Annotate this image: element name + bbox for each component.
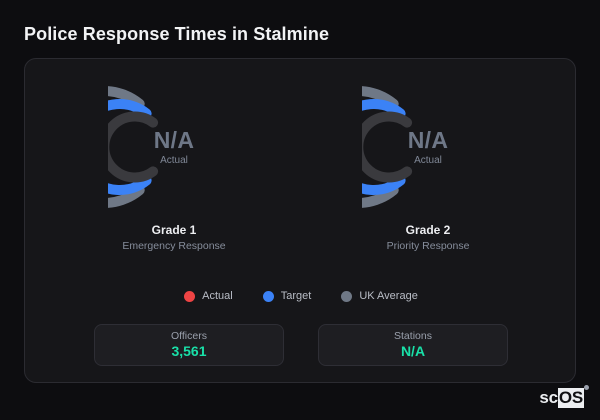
gauge-grade-2[interactable]: N/A Actual Grade 2 Priority Response	[343, 81, 513, 253]
legend-dot-icon	[262, 291, 274, 302]
stat-value: N/A	[400, 343, 426, 360]
legend-item-target[interactable]: Target	[262, 290, 312, 302]
legend-dot-icon	[184, 291, 196, 302]
gauge-description: Emergency Response	[122, 240, 226, 253]
legend-label: Target	[280, 290, 312, 302]
target-arc	[362, 99, 406, 195]
legend-dot-icon	[341, 291, 353, 302]
actual-track-arc	[108, 111, 159, 183]
stat-card-stations[interactable]: Stations N/A	[318, 324, 508, 366]
watermark-badge-text: OS	[558, 388, 583, 407]
gauge-dial: N/A Actual	[108, 81, 240, 213]
actual-track-arc	[362, 111, 413, 183]
gauge-description: Priority Response	[386, 240, 470, 253]
legend-item-uk-average[interactable]: UK Average	[341, 291, 418, 302]
legend-label: Actual	[202, 290, 233, 302]
stat-card-officers[interactable]: Officers 3,561	[94, 324, 284, 366]
legend-label: UK Average	[359, 290, 418, 302]
legend: Actual Target UK Average	[25, 290, 575, 302]
stat-label: Stations	[394, 330, 432, 343]
stat-value: 3,561	[171, 343, 207, 360]
gauge-row: N/A Actual Grade 1 Emergency Response	[25, 81, 575, 253]
legend-item-actual[interactable]: Actual	[184, 291, 233, 302]
watermark-prefix: sc	[539, 388, 558, 407]
stat-label: Officers	[171, 330, 207, 343]
response-times-card: N/A Actual Grade 1 Emergency Response	[24, 58, 576, 383]
page-title: Police Response Times in Stalmine	[24, 24, 330, 44]
scos-watermark: sc OS	[539, 385, 589, 410]
gauge-label: Grade 1	[151, 223, 197, 237]
target-arc	[108, 99, 152, 195]
stat-row: Officers 3,561 Stations N/A	[25, 324, 575, 366]
gauge-arcs-icon	[362, 86, 413, 208]
gauge-label: Grade 2	[405, 223, 451, 237]
gauge-arcs-icon	[108, 86, 159, 208]
watermark-badge: OS	[557, 385, 589, 408]
gauge-grade-1[interactable]: N/A Actual Grade 1 Emergency Response	[89, 81, 259, 253]
watermark-dot-icon	[584, 385, 589, 390]
gauge-dial: N/A Actual	[362, 81, 494, 213]
